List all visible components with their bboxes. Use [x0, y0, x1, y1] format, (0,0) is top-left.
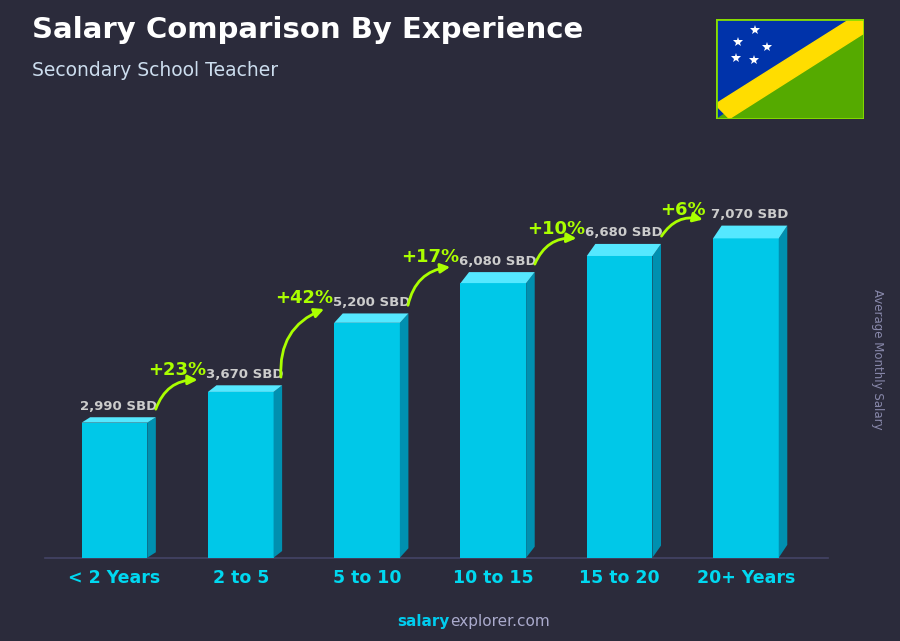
Polygon shape [713, 226, 788, 238]
Polygon shape [461, 272, 535, 283]
Text: +23%: +23% [148, 361, 207, 379]
Text: 3,670 SBD: 3,670 SBD [206, 368, 284, 381]
Polygon shape [148, 417, 156, 558]
Polygon shape [400, 313, 409, 558]
Polygon shape [208, 385, 282, 392]
Bar [82, 422, 148, 558]
Polygon shape [587, 244, 661, 256]
Polygon shape [274, 385, 282, 558]
Text: +17%: +17% [401, 248, 459, 266]
Text: Salary Comparison By Experience: Salary Comparison By Experience [32, 16, 583, 44]
Text: explorer.com: explorer.com [450, 615, 550, 629]
Text: salary: salary [398, 615, 450, 629]
Bar [334, 323, 400, 558]
Polygon shape [716, 19, 864, 119]
Text: 6,680 SBD: 6,680 SBD [585, 226, 662, 239]
Polygon shape [716, 19, 864, 119]
Text: Secondary School Teacher: Secondary School Teacher [32, 61, 277, 80]
Text: 7,070 SBD: 7,070 SBD [712, 208, 789, 221]
Text: 6,080 SBD: 6,080 SBD [459, 254, 536, 267]
Polygon shape [334, 313, 409, 323]
Text: +10%: +10% [527, 220, 586, 238]
Polygon shape [652, 244, 661, 558]
Text: Average Monthly Salary: Average Monthly Salary [871, 288, 884, 429]
Text: +6%: +6% [660, 201, 706, 219]
Polygon shape [716, 19, 864, 119]
Bar [461, 283, 526, 558]
Text: 5,200 SBD: 5,200 SBD [333, 296, 410, 309]
Polygon shape [778, 226, 788, 558]
Polygon shape [82, 417, 156, 422]
Bar [208, 392, 274, 558]
Bar [587, 256, 652, 558]
Bar [713, 238, 778, 558]
Text: 2,990 SBD: 2,990 SBD [80, 400, 158, 413]
Polygon shape [526, 272, 535, 558]
Text: +42%: +42% [274, 289, 333, 307]
